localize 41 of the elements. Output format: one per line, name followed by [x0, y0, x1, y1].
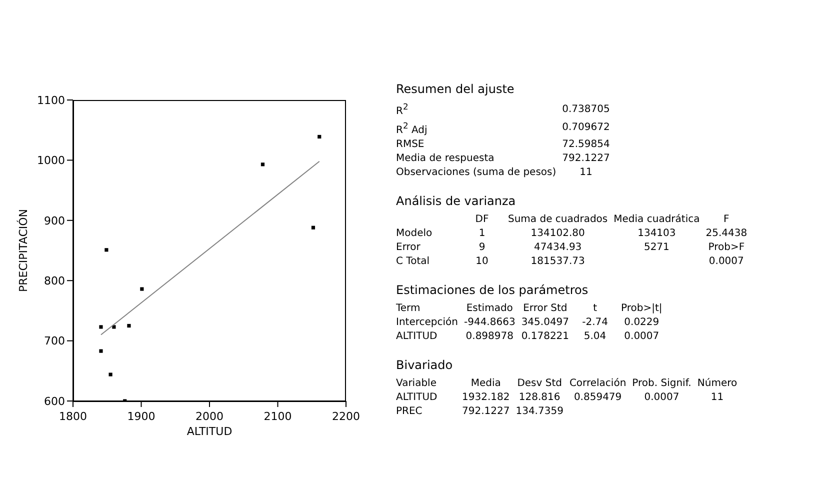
text: Term Estimado Error Std t Prob>|t|: [396, 302, 662, 314]
text: R$^{2}$ 0.738705: [396, 102, 610, 118]
point: [104, 248, 108, 252]
point: [260, 162, 265, 166]
text: R$^{2}$ Adj 0.709672: [396, 120, 610, 136]
y-tick-label: 700: [44, 334, 65, 348]
text: Media de respuesta 792.1227: [396, 152, 610, 164]
point: [318, 134, 322, 139]
text: Modelo 1 134102.80 134103 25.4438: [396, 228, 748, 239]
y-tick-label: 1100: [37, 94, 65, 107]
text: DF Suma de cuadrados Media cuadrática F: [475, 214, 730, 225]
text: Error 9 47434.93 5271 Prob>F: [396, 242, 745, 253]
text: Bivariado: [396, 358, 453, 372]
text: ALTITUD 1932.182 128.816 0.859479 0.0007 11: [396, 392, 724, 403]
point: [127, 324, 131, 328]
text: Análisis de varianza: [396, 194, 516, 208]
y-tick-label: 600: [44, 394, 65, 408]
point: [99, 349, 103, 353]
point: [108, 372, 112, 376]
text: C Total 10 181537.73 0.0007: [396, 256, 744, 267]
x-tick-label: 1900: [127, 410, 156, 423]
y-tick-label: 800: [44, 274, 65, 288]
x-axis-title: ALTITUD: [186, 425, 232, 438]
text: PREC 792.1227 134.7359: [396, 406, 564, 417]
x-tick-label: 2100: [264, 410, 292, 423]
point: [311, 226, 316, 230]
text: Observaciones (suma de pesos) 11: [396, 166, 592, 178]
y-tick-label: 900: [44, 214, 65, 228]
x-tick-label: 2200: [332, 410, 360, 423]
point: [99, 325, 103, 329]
y-tick-label: 1000: [37, 154, 65, 168]
x-tick-label: 1800: [59, 410, 87, 423]
text: Resumen del ajuste: [396, 82, 514, 96]
text: Variable Media Desv Std Correlación Prob. Signif. Número: [396, 378, 738, 389]
point: [140, 287, 144, 291]
x-tick-label: 2000: [196, 410, 224, 423]
text: RMSE 72.59854: [396, 138, 610, 150]
text: Estimaciones de los parámetros: [396, 282, 588, 297]
y-axis-title: PRECIPITACIÓN: [16, 208, 30, 292]
text: Intercepción -944.8663 345.0497 -2.74 0.0229: [396, 316, 660, 328]
text: ALTITUD 0.898978 0.178221 5.04 0.0007: [396, 330, 660, 342]
